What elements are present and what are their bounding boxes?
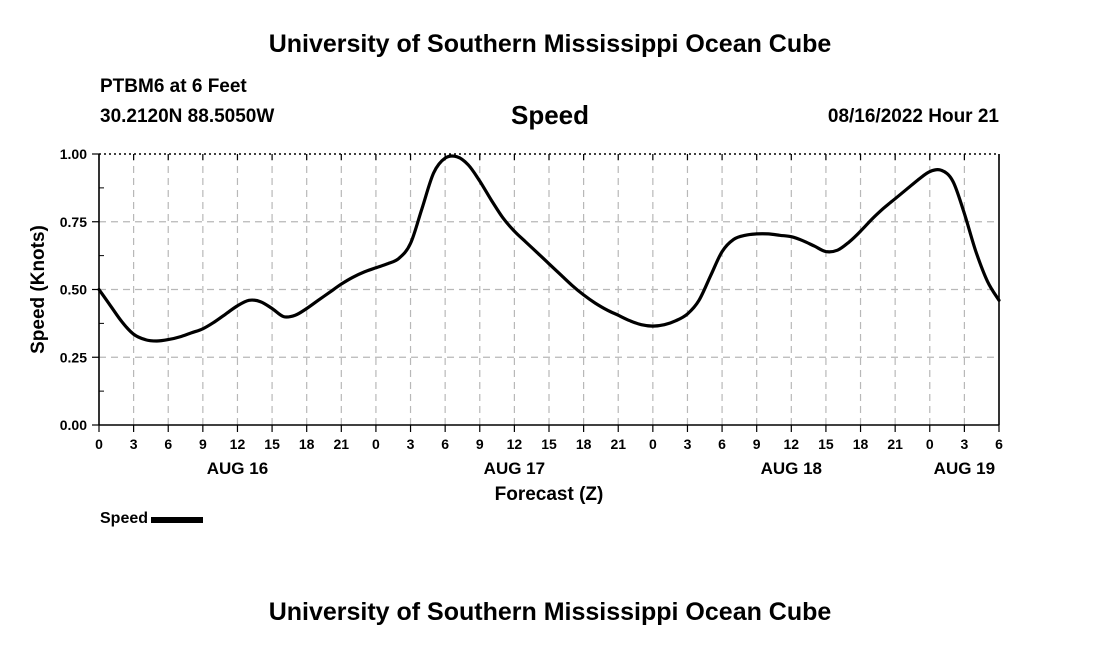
x-tick-label: 3 xyxy=(960,436,968,452)
y-axis-label: Speed (Knots) xyxy=(28,225,49,354)
x-tick-label: 3 xyxy=(407,436,415,452)
x-tick-label: 9 xyxy=(199,436,207,452)
x-tick-label: 12 xyxy=(230,436,246,452)
x-tick-label: 15 xyxy=(541,436,557,452)
x-tick-label: 0 xyxy=(372,436,380,452)
x-tick-label: 6 xyxy=(164,436,172,452)
axis-layer: 0 3 6 9 12 15 18 21 0 3 6 9 12 15 18 21 0 3 6 9 12 15 18 21 0 3 6 0… xyxy=(60,146,1003,478)
day-label: AUG 17 xyxy=(484,459,545,478)
x-tick-label: 0 xyxy=(95,436,103,452)
x-tick-label: 18 xyxy=(853,436,869,452)
grid-layer xyxy=(99,154,999,425)
series-line xyxy=(97,154,1001,343)
x-tick-label: 0 xyxy=(926,436,934,452)
x-tick-label: 15 xyxy=(818,436,834,452)
day-label: AUG 19 xyxy=(934,459,995,478)
x-tick-label: 0 xyxy=(649,436,657,452)
x-tick-label: 21 xyxy=(334,436,350,452)
y-tick-label: 0.75 xyxy=(60,214,87,230)
x-tick-label: 12 xyxy=(784,436,800,452)
x-tick-label: 15 xyxy=(264,436,280,452)
day-label: AUG 18 xyxy=(761,459,822,478)
coordinates-label: 30.2120N 88.5050W xyxy=(100,106,275,127)
x-tick-label: 9 xyxy=(476,436,484,452)
y-tick-label: 1.00 xyxy=(60,146,87,162)
footer-title: University of Southern Mississippi Ocean… xyxy=(268,598,832,626)
legend-swatch xyxy=(151,517,204,523)
x-tick-label: 18 xyxy=(299,436,315,452)
x-tick-label: 6 xyxy=(995,436,1003,452)
legend: Speed xyxy=(100,510,204,528)
label-layer: Forecast (Z) Speed (Knots) xyxy=(28,225,603,505)
x-tick-label: 6 xyxy=(718,436,726,452)
timestamp-label: 08/16/2022 Hour 21 xyxy=(827,106,999,127)
x-axis-label: Forecast (Z) xyxy=(495,484,604,505)
x-tick-label: 12 xyxy=(507,436,523,452)
x-tick-label: 9 xyxy=(753,436,761,452)
y-tick-label: 0.25 xyxy=(60,349,87,365)
x-tick-label: 21 xyxy=(887,436,903,452)
series-layer xyxy=(97,154,1001,343)
x-tick-label: 18 xyxy=(576,436,592,452)
y-tick-label: 0.50 xyxy=(60,282,87,298)
y-tick-label: 0.00 xyxy=(60,417,87,433)
x-tick-label: 6 xyxy=(441,436,449,452)
x-tick-label: 21 xyxy=(610,436,626,452)
chart-title: University of Southern Mississippi Ocean… xyxy=(268,30,832,58)
variable-title: Speed xyxy=(510,100,590,130)
x-tick-label: 3 xyxy=(130,436,138,452)
station-label: PTBM6 at 6 Feet xyxy=(100,76,247,97)
day-label: AUG 16 xyxy=(207,459,268,478)
legend-label: Speed xyxy=(100,510,149,527)
x-tick-label: 3 xyxy=(684,436,692,452)
